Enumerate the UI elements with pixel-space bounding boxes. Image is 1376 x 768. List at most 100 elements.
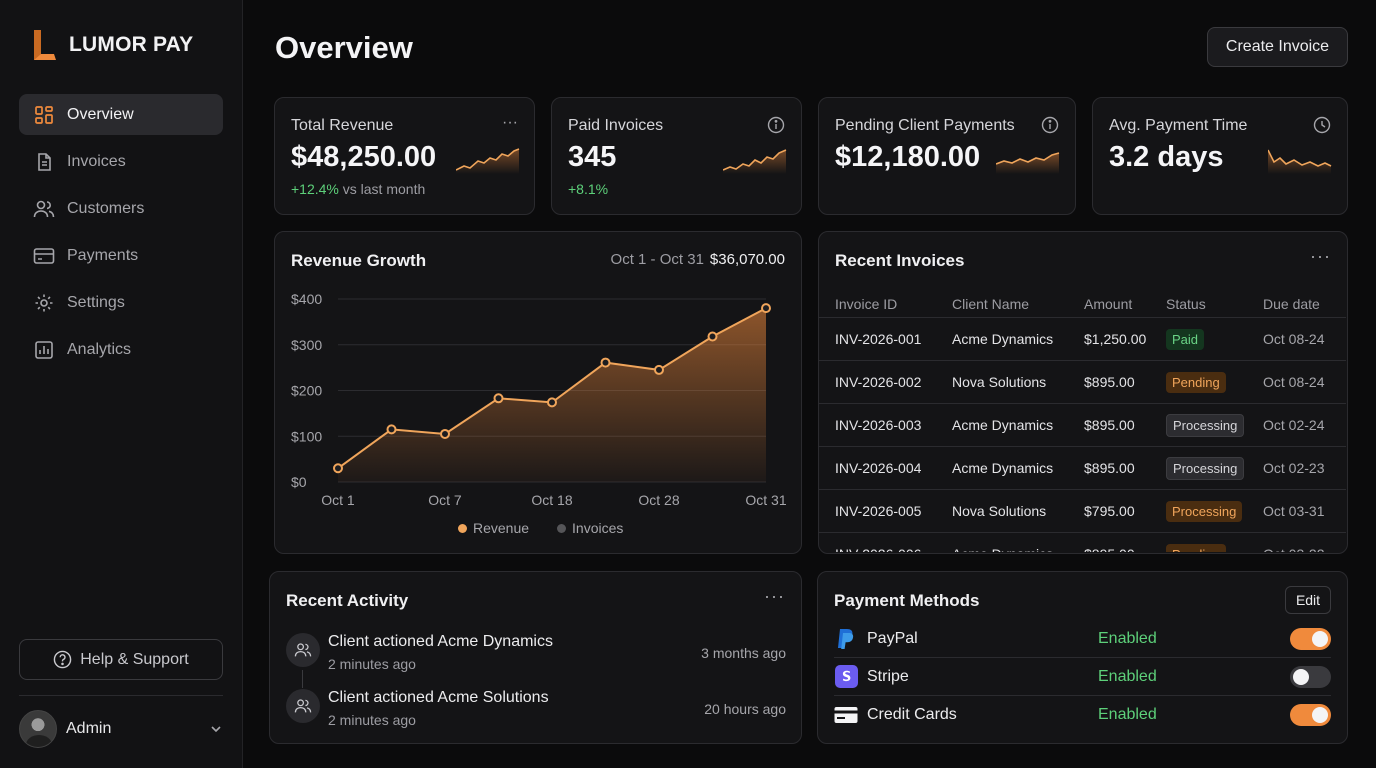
page-title: Overview — [275, 30, 413, 65]
stat-value: 3.2 days — [1109, 141, 1224, 173]
status-badge: Paid — [1166, 328, 1205, 350]
info-icon[interactable] — [1041, 116, 1059, 134]
sidebar-item-payments[interactable]: Payments — [19, 235, 223, 276]
paypal-toggle[interactable] — [1290, 627, 1331, 650]
legend-item-invoices[interactable]: Invoices — [557, 520, 637, 536]
activity-item[interactable]: Client actioned Acme Solutions 2 minutes… — [286, 689, 786, 733]
brand[interactable]: LUMOR PAY — [32, 28, 193, 62]
data-point[interactable] — [707, 331, 718, 342]
data-point[interactable] — [654, 364, 664, 375]
amount: $895.00 — [1084, 546, 1166, 552]
stat-delta: +8.1% — [568, 181, 609, 197]
status-cell: Processing — [1166, 500, 1263, 522]
sidebar-item-settings[interactable]: Settings — [19, 282, 223, 323]
y-tick-label: $100 — [291, 428, 322, 444]
table-row[interactable]: INV-2026-004 Acme Dynamics $895.00 Processi… — [819, 447, 1346, 490]
payment-method-status: Enabled — [1098, 667, 1157, 685]
client-name: Acme Dynamics — [952, 331, 1054, 347]
activity-time: 3 months ago — [701, 645, 786, 661]
x-tick-label: Oct 1 — [321, 492, 355, 508]
revenue-area — [338, 308, 766, 482]
legend-item-revenue[interactable]: Revenue — [458, 520, 543, 536]
y-tick-label: $0 — [291, 474, 307, 490]
data-point[interactable] — [761, 303, 771, 314]
amount: $895.00 — [1084, 460, 1135, 476]
invoice-id: INV-2026-003 — [835, 417, 922, 433]
payment-method-name: Credit Cards — [867, 706, 957, 723]
amount: $895.00 — [1084, 374, 1135, 390]
more-dots-icon[interactable]: ··· — [764, 586, 785, 606]
sidebar-item-invoices[interactable]: Invoices — [19, 141, 223, 182]
more-dots-icon[interactable]: ··· — [502, 114, 518, 131]
table-row[interactable]: INV-2026-001 Acme Dynamics $1,250.00 Paid Oc… — [819, 318, 1346, 361]
due-date: Oct 08-24 — [1263, 331, 1325, 347]
status-badge: Pending — [1166, 371, 1226, 393]
card-title: Recent Invoices — [835, 251, 965, 270]
stat-label: Pending Client Payments — [835, 117, 1015, 134]
help-support-button[interactable]: Help & Support — [19, 639, 223, 680]
payment-method-name: Stripe — [867, 667, 909, 685]
credit-cards-toggle[interactable] — [1290, 704, 1331, 726]
card-title: Recent Activity — [286, 591, 409, 610]
stripe-toggle[interactable] — [1290, 665, 1331, 688]
user-menu[interactable]: Admin — [19, 709, 223, 749]
legend-label: Revenue — [473, 520, 530, 536]
date-range[interactable]: Oct 1 - Oct 31 $36,070.00 — [611, 251, 785, 268]
table-row[interactable]: INV-2026-003 Acme Dynamics $895.00 Processi… — [819, 404, 1346, 447]
recent-invoices-card: Recent Invoices ··· Invoice ID Client Na… — [818, 231, 1348, 554]
edit-button[interactable]: Edit — [1285, 586, 1331, 614]
help-icon — [53, 650, 72, 669]
y-tick-label: $200 — [291, 383, 322, 399]
info-icon[interactable] — [767, 116, 785, 134]
chevron-down-icon — [211, 726, 221, 733]
status-cell: Paid — [1166, 328, 1263, 350]
payment-method-name: PayPal — [867, 629, 918, 647]
status-cell: Processing — [1166, 413, 1263, 437]
sidebar-item-customers[interactable]: Customers — [19, 188, 223, 229]
data-point[interactable] — [600, 357, 611, 368]
recent-activity-card: Recent Activity ··· Client actioned Acme… — [269, 571, 802, 744]
column-header[interactable]: Due date — [1263, 295, 1320, 312]
data-point[interactable] — [333, 463, 343, 474]
activity-item[interactable]: Client actioned Acme Dynamics 2 minutes … — [286, 633, 786, 677]
stat-card-paid-invoices: Paid Invoices 345 +8.1% — [551, 97, 802, 215]
x-tick-label: Oct 28 — [638, 492, 679, 508]
column-header[interactable]: Client Name — [952, 295, 1030, 312]
due-date: Oct 02-23 — [1263, 460, 1325, 476]
activity-connector — [302, 670, 303, 688]
more-dots-icon[interactable]: ··· — [1310, 246, 1331, 266]
revenue-chart: $0 $100 $200 $300 $400 Oct 1 Oct 7 Oct 18 Oct 28… — [291, 291, 787, 508]
data-point[interactable] — [547, 397, 557, 408]
sidebar-item-label: Settings — [67, 293, 125, 311]
delta-value: +12.4% — [291, 181, 339, 197]
document-icon — [33, 151, 55, 173]
invoice-id: INV-2026-001 — [835, 331, 922, 347]
sidebar-item-overview[interactable]: Overview — [19, 94, 223, 135]
card-title: Payment Methods — [834, 591, 980, 610]
sidebar-item-label: Customers — [67, 199, 145, 217]
due-date: Oct 08-24 — [1263, 374, 1325, 390]
stat-card-pending-payments: Pending Client Payments $12,180.00 — [818, 97, 1076, 215]
column-header[interactable]: Status — [1166, 295, 1206, 312]
range-total: $36,070.00 — [709, 251, 785, 268]
avatar — [19, 710, 57, 748]
grid-icon — [33, 104, 55, 126]
status-badge: Processing — [1166, 456, 1245, 480]
create-invoice-button[interactable]: Create Invoice — [1207, 27, 1348, 67]
sidebar-nav: Overview Invoices Customers Payments Set… — [19, 94, 223, 376]
data-point[interactable] — [440, 428, 450, 439]
data-point[interactable] — [386, 424, 397, 435]
table-row[interactable]: INV-2026-002 Nova Solutions $895.00 Pending… — [819, 361, 1346, 404]
clock-icon[interactable] — [1313, 116, 1331, 134]
column-header[interactable]: Amount — [1084, 295, 1133, 312]
table-row[interactable]: INV-2026-005 Nova Solutions $795.00 Process… — [819, 490, 1346, 533]
stat-value: $12,180.00 — [835, 141, 981, 173]
sidebar-item-analytics[interactable]: Analytics — [19, 329, 223, 370]
column-header[interactable]: Invoice ID — [835, 295, 898, 312]
sidebar-item-label: Overview — [67, 105, 134, 123]
paypal-icon — [834, 627, 858, 651]
data-point[interactable] — [493, 393, 504, 404]
activity-title: Client actioned Acme Solutions — [328, 689, 549, 706]
sidebar-item-label: Payments — [67, 246, 139, 264]
